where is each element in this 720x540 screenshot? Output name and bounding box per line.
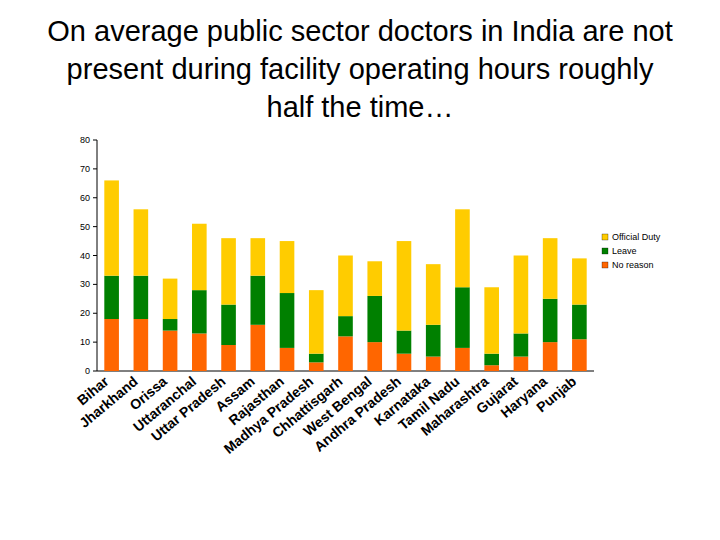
x-tick-label: Punjab	[533, 373, 579, 415]
bar-segment	[455, 209, 470, 287]
bar-segment	[514, 256, 529, 334]
bar-segment	[572, 339, 587, 371]
bar-segment	[397, 241, 412, 331]
bar-segment	[163, 279, 178, 319]
bar-segment	[104, 319, 119, 371]
legend-swatch	[602, 262, 608, 268]
bar-segment	[484, 354, 499, 366]
bar-segment	[134, 209, 149, 275]
bar-segment	[163, 319, 178, 331]
y-tick-label: 10	[80, 337, 90, 347]
bar-segment	[250, 276, 265, 325]
legend-label: Leave	[612, 246, 637, 256]
bar-segment	[572, 258, 587, 304]
bar-segment	[397, 354, 412, 371]
bar-segment	[221, 305, 236, 345]
y-tick-label: 40	[80, 251, 90, 261]
y-tick	[93, 371, 97, 372]
y-tick-label: 50	[80, 222, 90, 232]
bar-segment	[514, 357, 529, 371]
bar-segment	[455, 287, 470, 348]
y-tick-label: 80	[80, 135, 90, 145]
y-tick-label: 20	[80, 308, 90, 318]
bar-segment	[280, 348, 295, 371]
bar-segment	[221, 238, 236, 304]
bars	[104, 180, 586, 371]
bar-segment	[192, 290, 207, 333]
bar-segment	[484, 287, 499, 353]
bar-segment	[338, 336, 353, 371]
bar-segment	[572, 305, 587, 340]
bar-segment	[543, 238, 558, 299]
bar-segment	[192, 224, 207, 290]
bar-segment	[455, 348, 470, 371]
y-tick	[93, 226, 97, 227]
bar-segment	[221, 345, 236, 371]
bar-segment	[484, 365, 499, 371]
y-tick	[93, 197, 97, 198]
legend-label: No reason	[612, 260, 654, 270]
bar-segment	[134, 319, 149, 371]
y-tick	[93, 284, 97, 285]
bar-segment	[338, 256, 353, 317]
y-tick	[93, 168, 97, 169]
bar-segment	[192, 333, 207, 371]
bar-segment	[367, 261, 382, 296]
bar-segment	[309, 354, 324, 363]
bar-segment	[426, 357, 441, 371]
bar-segment	[250, 325, 265, 371]
bar-segment	[280, 293, 295, 348]
y-tick	[93, 342, 97, 343]
y-tick-label: 60	[80, 193, 90, 203]
bar-segment	[104, 180, 119, 275]
y-tick-label: 0	[85, 366, 90, 376]
bar-segment	[426, 264, 441, 325]
bar-segment	[367, 296, 382, 342]
bar-segment	[426, 325, 441, 357]
bar-segment	[280, 241, 295, 293]
bar-segment	[543, 342, 558, 371]
bar-segment	[514, 333, 529, 356]
bar-segment	[309, 362, 324, 371]
legend-swatch	[602, 248, 608, 254]
y-tick	[93, 255, 97, 256]
legend-label: Official Duty	[612, 232, 661, 242]
bar-segment	[338, 316, 353, 336]
bar-segment	[134, 276, 149, 319]
bar-segment	[163, 331, 178, 371]
title: On average public sector doctors in Indi…	[40, 12, 680, 126]
y-tick-label: 70	[80, 164, 90, 174]
bar-segment	[104, 276, 119, 319]
bar-segment	[250, 238, 265, 276]
y-tick-label: 30	[80, 279, 90, 289]
bar-segment	[309, 290, 324, 354]
y-tick	[93, 313, 97, 314]
legend-swatch	[602, 234, 608, 240]
bar-segment	[397, 331, 412, 354]
bar-segment	[543, 299, 558, 342]
y-tick	[93, 140, 97, 141]
bar-segment	[367, 342, 382, 371]
chart: 01020304050607080BiharJharkhandOrissaUtt…	[0, 0, 720, 540]
